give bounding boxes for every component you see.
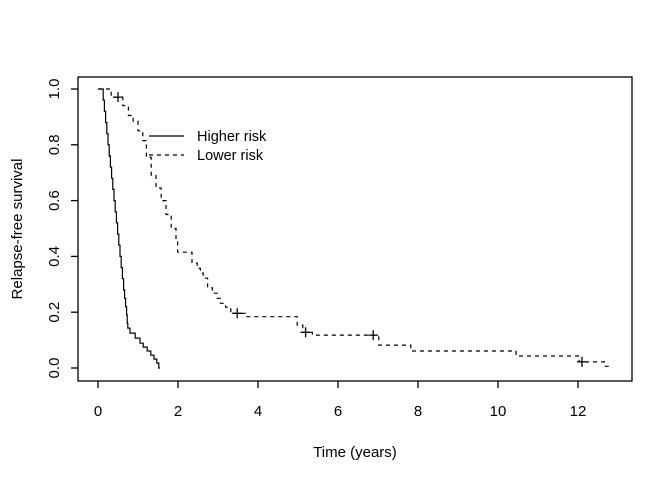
curve-higher-risk <box>98 88 160 369</box>
y-tick-label: 0.6 <box>46 190 63 211</box>
y-tick-label: 0.0 <box>46 358 63 379</box>
x-tick-label: 6 <box>334 403 342 420</box>
y-tick-label: 1.0 <box>46 79 63 100</box>
x-tick-label: 2 <box>174 403 182 420</box>
curve-lower-risk <box>98 88 610 367</box>
y-axis-title: Relapse-free survival <box>9 159 26 300</box>
x-tick-label: 10 <box>490 403 507 420</box>
x-tick-label: 8 <box>414 403 422 420</box>
legend-label-higher-risk: Higher risk <box>197 129 267 145</box>
y-tick-label: 0.4 <box>46 246 63 267</box>
x-axis: 0 2 4 6 8 10 12 <box>94 381 587 420</box>
y-axis: 0.0 0.2 0.4 0.6 0.8 1.0 <box>46 79 78 379</box>
x-tick-label: 12 <box>570 403 587 420</box>
legend: Higher risk Lower risk <box>149 129 267 164</box>
plot-box <box>77 76 633 382</box>
legend-label-lower-risk: Lower risk <box>197 148 264 164</box>
x-axis-title: Time (years) <box>313 444 397 461</box>
y-tick-label: 0.2 <box>46 302 63 323</box>
y-tick-label: 0.8 <box>46 134 63 155</box>
censor-marks-lower-risk <box>113 92 587 367</box>
x-tick-label: 4 <box>254 403 262 420</box>
x-tick-label: 0 <box>94 403 102 420</box>
